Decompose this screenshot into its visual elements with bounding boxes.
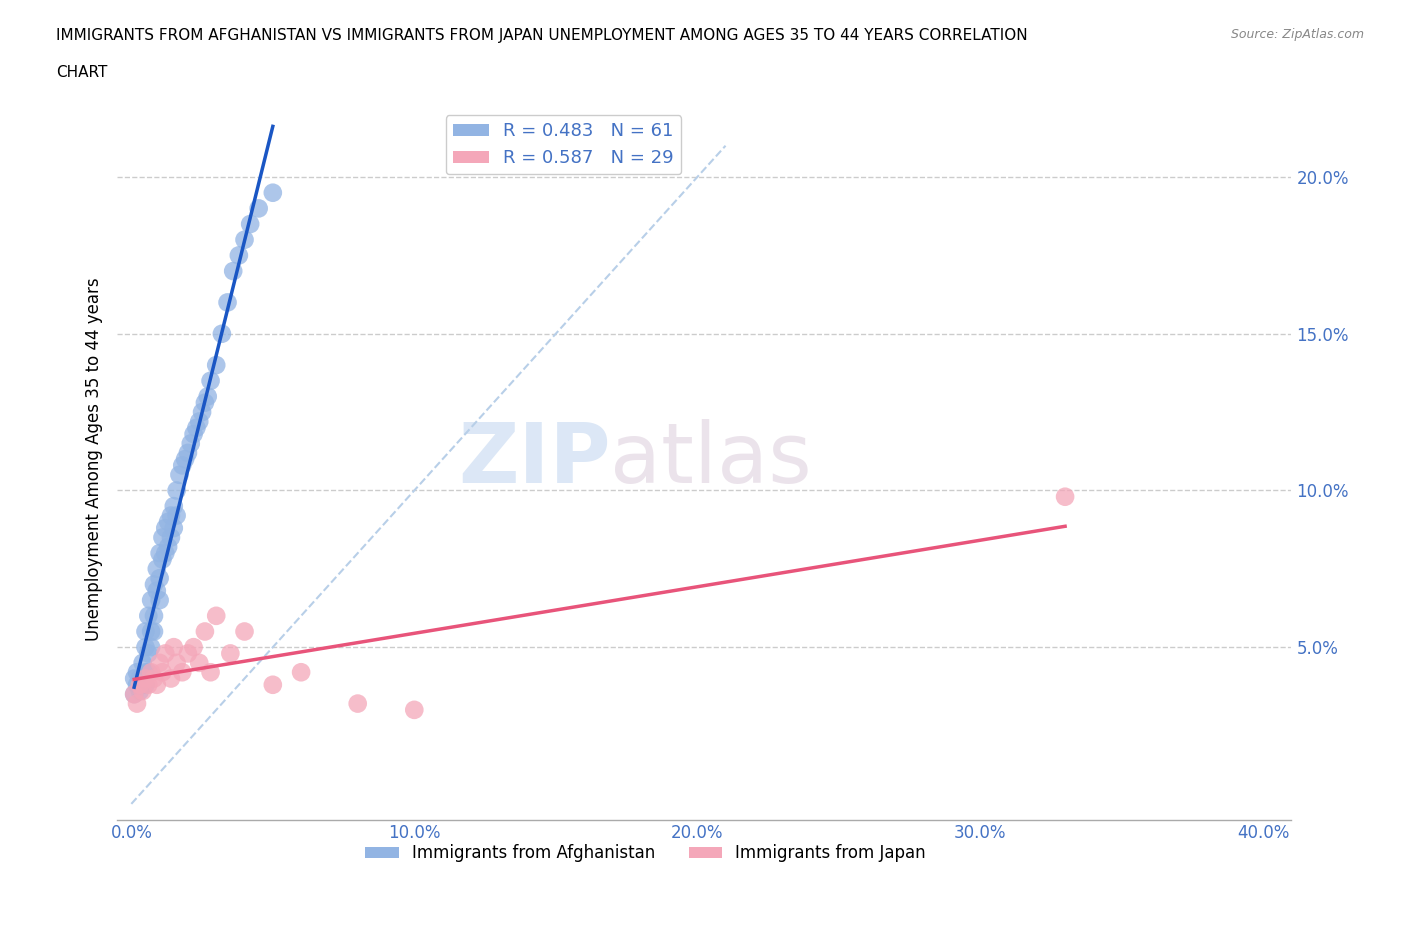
Point (160, 671, 183, 686)
Point (128, 684, 150, 698)
Text: ZIP: ZIP (458, 418, 610, 499)
Point (262, 185, 284, 200)
Point (146, 677, 169, 692)
Point (152, 530, 174, 545)
Point (139, 665, 162, 680)
Point (146, 562, 169, 577)
Point (122, 686, 145, 701)
Point (180, 436, 202, 451)
Point (152, 552, 174, 567)
Point (143, 608, 166, 623)
Point (155, 521, 177, 536)
Point (233, 232, 256, 247)
Point (125, 677, 148, 692)
Point (160, 530, 183, 545)
Point (160, 508, 183, 523)
Point (1054, 489, 1077, 504)
Point (346, 697, 368, 711)
Y-axis label: Unemployment Among Ages 35 to 44 years: Unemployment Among Ages 35 to 44 years (86, 277, 103, 641)
Point (139, 640, 162, 655)
Point (139, 624, 162, 639)
Point (125, 697, 148, 711)
Point (174, 452, 197, 467)
Point (163, 640, 186, 655)
Point (157, 514, 180, 529)
Point (134, 624, 156, 639)
Point (136, 665, 159, 680)
Point (143, 671, 166, 686)
Point (128, 677, 150, 692)
Point (152, 665, 174, 680)
Point (125, 665, 148, 680)
Point (211, 326, 233, 341)
Point (188, 656, 211, 671)
Point (155, 646, 177, 661)
Point (183, 427, 205, 442)
Point (188, 414, 211, 429)
Text: CHART: CHART (56, 65, 108, 80)
Point (172, 458, 194, 472)
Point (290, 665, 312, 680)
Point (136, 677, 159, 692)
Point (228, 248, 250, 263)
Point (186, 420, 208, 435)
Text: IMMIGRANTS FROM AFGHANISTAN VS IMMIGRANTS FROM JAPAN UNEMPLOYMENT AMONG AGES 35 : IMMIGRANTS FROM AFGHANISTAN VS IMMIGRANT… (56, 28, 1028, 43)
Point (131, 684, 153, 698)
Point (247, 201, 270, 216)
Point (131, 677, 153, 692)
Point (163, 521, 186, 536)
Point (134, 677, 156, 692)
Text: atlas: atlas (610, 418, 813, 499)
Point (136, 646, 159, 661)
Point (128, 671, 150, 686)
Point (143, 577, 166, 591)
Point (143, 624, 166, 639)
Point (194, 395, 217, 410)
Point (146, 583, 169, 598)
Point (155, 546, 177, 561)
Point (131, 671, 153, 686)
Point (262, 677, 284, 692)
Point (134, 640, 156, 655)
Point (194, 624, 217, 639)
Text: Source: ZipAtlas.com: Source: ZipAtlas.com (1230, 28, 1364, 41)
Point (177, 646, 200, 661)
Point (149, 656, 172, 671)
Point (222, 263, 245, 278)
Point (139, 592, 162, 607)
Point (166, 656, 188, 671)
Point (134, 665, 156, 680)
Point (172, 665, 194, 680)
Point (128, 677, 150, 692)
Point (200, 665, 222, 680)
Point (166, 508, 188, 523)
Point (149, 571, 172, 586)
Point (149, 546, 172, 561)
Point (191, 405, 214, 419)
Point (177, 445, 200, 460)
Legend: Immigrants from Afghanistan, Immigrants from Japan: Immigrants from Afghanistan, Immigrants … (359, 838, 932, 869)
Point (217, 295, 239, 310)
Point (197, 389, 219, 404)
Point (205, 358, 228, 373)
Point (122, 671, 145, 686)
Point (122, 686, 145, 701)
Point (205, 608, 228, 623)
Point (157, 539, 180, 554)
Point (219, 646, 242, 661)
Point (136, 608, 159, 623)
Point (200, 373, 222, 388)
Point (131, 656, 153, 671)
Point (163, 498, 186, 513)
Point (166, 483, 188, 498)
Point (183, 640, 205, 655)
Point (149, 592, 172, 607)
Point (169, 468, 191, 483)
Point (233, 624, 256, 639)
Point (134, 671, 156, 686)
Point (404, 702, 426, 717)
Point (239, 217, 262, 232)
